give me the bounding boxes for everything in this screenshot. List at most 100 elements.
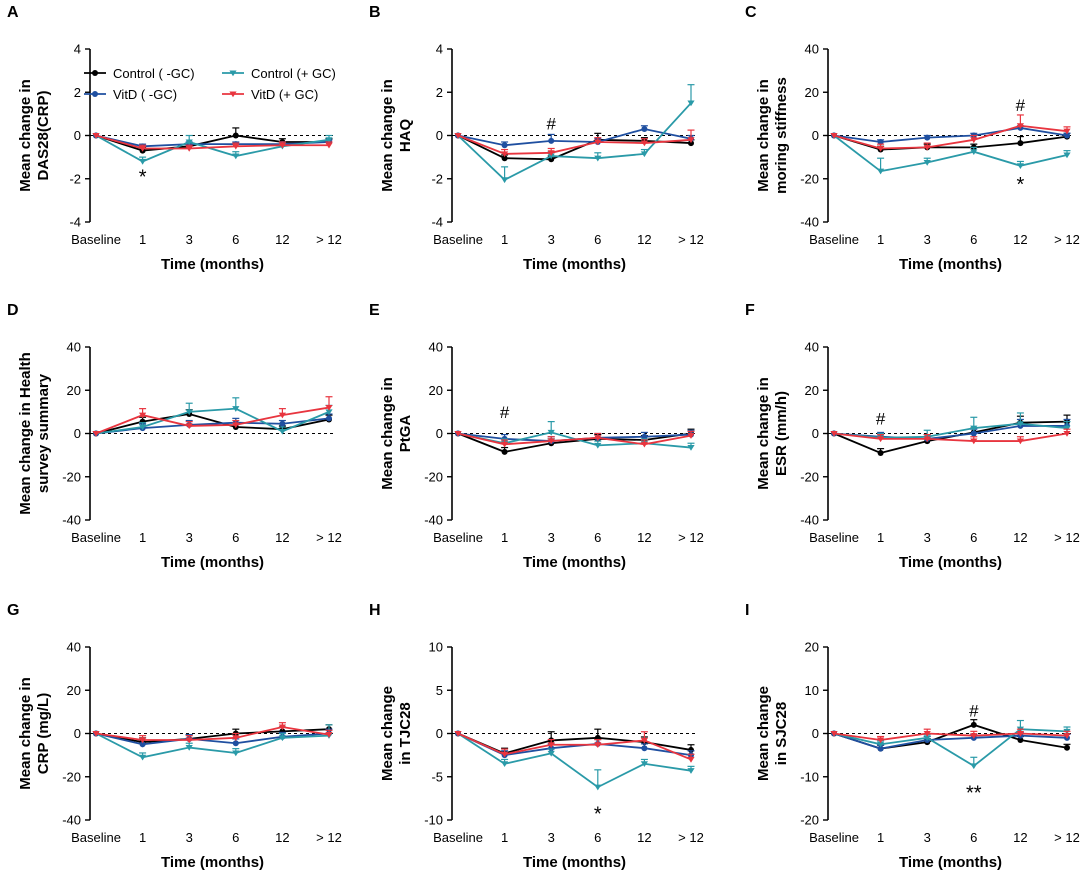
- panel-f-series-3-point-4: [1016, 438, 1024, 445]
- panel-e-series-3-point-3: [594, 435, 602, 442]
- panel-h-series-3-point-4: [640, 737, 648, 744]
- legend: Control ( -GC) VitD ( -GC) Control (+ GC) V…: [84, 66, 336, 102]
- panel-f-y-tick-label-4: 40: [805, 340, 819, 355]
- panel-c-y-label-line-0: Mean change in: [755, 79, 772, 192]
- panel-b-series-2-point-1: [501, 177, 509, 184]
- panel-d-y-tick-label-0: -40: [62, 513, 81, 528]
- panel-e-y-label: Mean change inPtGA: [379, 377, 414, 490]
- panel-c-x-tick-label-5: > 12: [1054, 232, 1080, 247]
- panel-g-x-tick-label-0: Baseline: [71, 830, 121, 845]
- panel-b-x-tick-label-5: > 12: [678, 232, 704, 247]
- panel-b-series-1: [455, 125, 695, 149]
- panel-b-y-tick-label-3: 2: [436, 85, 443, 100]
- panel-g-series-3-point-4: [278, 724, 286, 731]
- panel-d-series-2-point-1: [139, 424, 147, 431]
- panel-f-y-label-line-0: Mean change in: [755, 377, 772, 490]
- panel-e-series-2-point-2: [547, 429, 555, 436]
- panel-d-series-2-point-5: [325, 409, 333, 416]
- legend-entry-2-label: Control (+ GC): [251, 66, 336, 81]
- panel-g-series-1-point-3: [232, 740, 239, 747]
- panel-g-series-3-line: [95, 726, 330, 741]
- panel-i-x-tick-label-2: 3: [924, 830, 931, 845]
- panel-a-y-tick-label-4: 4: [74, 42, 81, 57]
- panel-h-series-3-point-1: [501, 751, 509, 758]
- panel-h-y-label: Mean changein TJC28: [379, 686, 414, 781]
- panel-d-series-2-point-3: [232, 406, 240, 412]
- panel-b-series-2-point-2: [547, 153, 555, 160]
- panel-g-series-2-line: [95, 732, 330, 759]
- panel-g-y-tick-label-0: -40: [62, 813, 81, 828]
- panel-g-y-label: Mean change inCRP (mg/L): [17, 677, 52, 790]
- panel-g-x-tick-label-4: 12: [275, 830, 289, 845]
- panel-h-series-0-point-5: [688, 746, 694, 753]
- panel-d-x-tick-label-1: 1: [139, 530, 146, 545]
- panel-c-series-2-point-2: [923, 160, 931, 166]
- panel-d-series-1-point-5: [326, 415, 332, 422]
- panel-e-y-tick-label-4: 40: [429, 340, 443, 355]
- panel-d-series-3-point-2: [185, 423, 193, 430]
- panel-f-x-tick-label-2: 3: [924, 530, 931, 545]
- panel-d-series-1-point-4: [279, 420, 286, 427]
- panel-c-series-2-point-4: [1016, 163, 1024, 170]
- panel-e-x-tick-label-5: > 12: [678, 530, 704, 545]
- panel-b-x-tick-label-3: 6: [594, 232, 601, 247]
- panel-b-y-label-line-1: HAQ: [397, 119, 414, 153]
- panel-f-series-3: [830, 428, 1071, 445]
- panel-g-series-2-point-3: [232, 750, 240, 757]
- panel-g-series-3-point-1: [139, 737, 147, 744]
- panel-c-x-tick-label-3: 6: [970, 232, 977, 247]
- panel-b-series-3: [454, 129, 695, 158]
- panel-b-letter: B: [369, 4, 381, 21]
- panel-c-series-0-line: [833, 134, 1068, 151]
- panel-f-x-label: Time (months): [899, 554, 1002, 571]
- panel-b-series-0-point-5: [688, 140, 694, 147]
- panel-h-series-1-point-4: [641, 745, 648, 752]
- panel-b-series-2: [454, 84, 695, 184]
- panel-b-x-label: Time (months): [523, 256, 626, 273]
- legend-entry-3-label: VitD (+ GC): [251, 87, 318, 102]
- panel-d-x-tick-label-5: > 12: [316, 530, 342, 545]
- panel-a: A -4 -2 0 2 4 Baseline 1 3 6 12 > 12 Time (months) Me…: [7, 4, 342, 273]
- panel-e: E -40 -20 0 20 40 Baseline 1 3 6 12 > 12 Time (month…: [369, 302, 704, 571]
- legend-entry-1: VitD ( -GC): [84, 87, 177, 102]
- panel-c-x-tick-label-0: Baseline: [809, 232, 859, 247]
- panel-h-x-tick-label-1: 1: [501, 830, 508, 845]
- panel-h-y-tick-label-0: -10: [424, 813, 443, 828]
- panel-a-series-2-line: [95, 134, 330, 163]
- panel-e-x-tick-label-3: 6: [594, 530, 601, 545]
- panel-i-series-3: [830, 728, 1071, 744]
- panel-i-series-3-point-5: [1063, 733, 1071, 739]
- panel-i-series-2-line: [833, 728, 1068, 768]
- panel-c-series-3-point-5: [1063, 128, 1071, 135]
- panel-i-y-tick-label-2: 0: [812, 726, 819, 741]
- panel-h-y-tick-label-1: -5: [431, 769, 443, 784]
- panel-g-y-tick-label-2: 0: [74, 726, 81, 741]
- panel-c-series-3-point-2: [923, 144, 931, 151]
- panel-a-x-tick-label-5: > 12: [316, 232, 342, 247]
- panel-c-series-3-point-3: [970, 137, 978, 144]
- panel-g-series-0-line: [95, 728, 330, 744]
- panel-b-series-3-point-0: [454, 132, 462, 139]
- panel-i-series-3-line: [833, 732, 1068, 741]
- panel-b-series-3-line: [457, 134, 692, 155]
- panel-f-y-tick-label-2: 0: [812, 426, 819, 441]
- panel-b-y-tick-label-0: -4: [431, 215, 443, 230]
- panel-i-series-0-point-4: [1017, 736, 1024, 743]
- panel-d-x-label: Time (months): [161, 554, 264, 571]
- panel-h-y-label-line-0: Mean change: [379, 686, 396, 781]
- panel-b-series-3-point-4: [640, 140, 648, 147]
- panel-i-x-tick-label-4: 12: [1013, 830, 1027, 845]
- panel-b-series-2-point-4: [640, 151, 648, 158]
- panel-c-y-tick-label-4: 40: [805, 42, 819, 57]
- panel-g-x-tick-label-2: 3: [186, 830, 193, 845]
- panel-a-series-3-point-2: [185, 145, 193, 152]
- panel-h-series-3-point-0: [454, 730, 462, 737]
- panel-e-series-3-point-1: [501, 441, 509, 448]
- panel-f-y-tick-label-3: 20: [805, 383, 819, 398]
- legend-entry-0-label: Control ( -GC): [113, 66, 195, 81]
- panel-c-y-label-line-1: moring stiffness: [773, 77, 790, 194]
- panel-h-series-2-line: [457, 732, 692, 789]
- panel-d-y-tick-label-3: 20: [67, 383, 81, 398]
- panel-c-series-1-line: [833, 127, 1068, 143]
- panel-e-y-tick-label-3: 20: [429, 383, 443, 398]
